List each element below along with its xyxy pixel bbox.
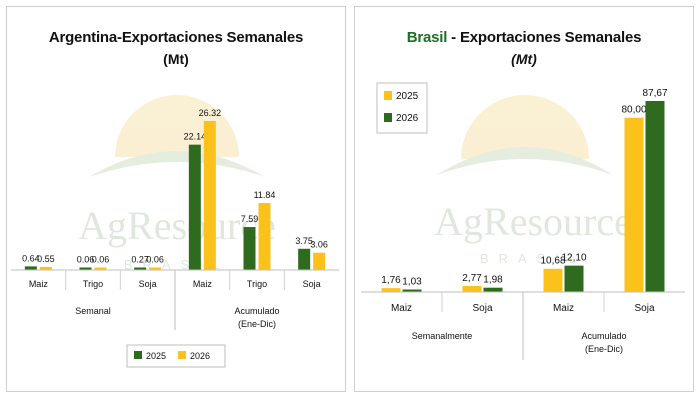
chart-title-brand: Brasil [406,29,448,46]
data-label-2026-3: 26.32 [199,108,222,118]
category-label-trigo: Trigo [247,279,267,289]
data-label-2026-0: 0.55 [37,254,55,264]
bar-2025-maiz-0 [24,266,37,270]
watermark-logo: AgResource BRASIL [434,95,632,266]
category-label-maiz: Maiz [193,279,213,289]
bar-2025-soja-3 [624,117,644,292]
chart-title-rest: - Exportaciones Semanales [447,29,642,46]
chart-unit: (Mt) [163,51,189,67]
chart-unit: (Mt) [511,51,537,67]
legend-swatch-2026 [384,113,392,122]
argentina-chart-panel: AgResource BRASIL 0.64 0.55 0.06 0.06 0.27 0.… [6,6,346,392]
category-label-soja: Soja [472,303,492,314]
category-label-maiz: Maiz [29,279,49,289]
data-label-2025-5: 3.75 [295,236,313,246]
bar-2025-soja-5 [298,248,311,270]
data-label-2025-1: 0.06 [77,255,95,265]
brasil-chart-svg: AgResource BRASIL 1,76 1,03 2,77 1,98 10,681… [361,82,685,360]
category-label-soja: Soja [139,279,157,289]
bar-2026-maiz-0 [402,289,422,292]
category-label-maiz: Maiz [391,303,412,314]
data-label-2026-0: 1,03 [402,277,422,288]
data-label-2026-1: 1,98 [483,275,503,286]
bar-2025-soja-1 [462,285,482,292]
data-label-2025-0: 1,76 [381,275,401,286]
argentina-chart-svg: AgResource BRASIL 0.640.55 0.060.06 0.270.… [11,95,339,368]
data-label-2025-2: 0.27 [131,255,149,265]
bar-2026-soja-3 [645,101,665,292]
data-label-2026-5: 3.06 [310,240,328,250]
category-label-soja: Soja [634,303,654,314]
chart-title: Brasil - Exportaciones Semanales [355,29,693,46]
bar-2026-soja-1 [483,287,503,292]
category-label-trigo: Trigo [83,279,103,289]
category-label-soja: Soja [303,279,321,289]
bar-2026-trigo-4 [258,202,271,270]
legend-swatch-2026 [178,351,186,359]
data-label-2026-2: 12,10 [561,253,586,264]
category-label-maiz: Maiz [553,303,574,314]
bar-2026-soja-5 [313,252,326,270]
bar-2025-maiz-3 [188,144,201,270]
data-label-2025-3: 22.14 [184,132,207,142]
bar-2026-maiz-3 [203,121,216,270]
group-label-0: Semanalmente [412,331,473,341]
chart-title: Argentina-Exportaciones Semanales [48,29,304,46]
group-label-1: (Ene-Dic) [238,319,276,329]
data-label-2025-4: 7.59 [241,214,259,224]
data-label-2026-4: 11.84 [254,190,276,200]
legend-label-2026: 2026 [396,113,419,124]
group-label-1: Acumulado [581,331,626,341]
group-label-0: Semanal [75,306,111,316]
legend: 2025 2026 [126,344,226,368]
data-label-2025-0: 0.64 [22,253,40,263]
data-label-2026-2: 0.06 [146,255,164,265]
bar-2026-trigo-1 [94,267,107,270]
legend-label-2025: 2025 [146,351,166,361]
watermark-text: AgResource [434,199,632,244]
bar-2025-trigo-1 [79,267,92,270]
legend-swatch-2025 [134,351,142,359]
legend: 2025 2026 [376,82,428,134]
data-label-2025-1: 2,77 [462,273,482,284]
bar-2026-soja-2 [149,267,162,270]
bar-2025-trigo-4 [243,227,256,270]
bar-2025-soja-2 [134,267,147,270]
data-label-2026-1: 0.06 [92,255,110,265]
data-label-2026-3: 87,67 [642,88,667,99]
legend-label-2025: 2025 [396,91,419,102]
data-label-2025-2: 10,68 [540,256,565,267]
data-label-2025-3: 80,00 [621,105,646,116]
brasil-chart-panel: AgResource BRASIL 1,76 1,03 2,77 1,98 10,68 1… [354,6,694,392]
bar-2025-maiz-2 [543,268,563,292]
group-label-1: Acumulado [234,306,279,316]
legend-label-2026: 2026 [190,351,210,361]
watermark-logo: AgResource BRASIL [78,95,276,272]
bar-2025-maiz-0 [381,288,401,292]
bar-2026-maiz-2 [564,265,584,292]
bar-2026-maiz-0 [39,266,52,270]
group-label-1: (Ene-Dic) [585,344,623,354]
watermark-text: AgResource [78,203,276,248]
legend-swatch-2025 [384,91,392,100]
watermark-subtext: BRASIL [480,251,586,266]
